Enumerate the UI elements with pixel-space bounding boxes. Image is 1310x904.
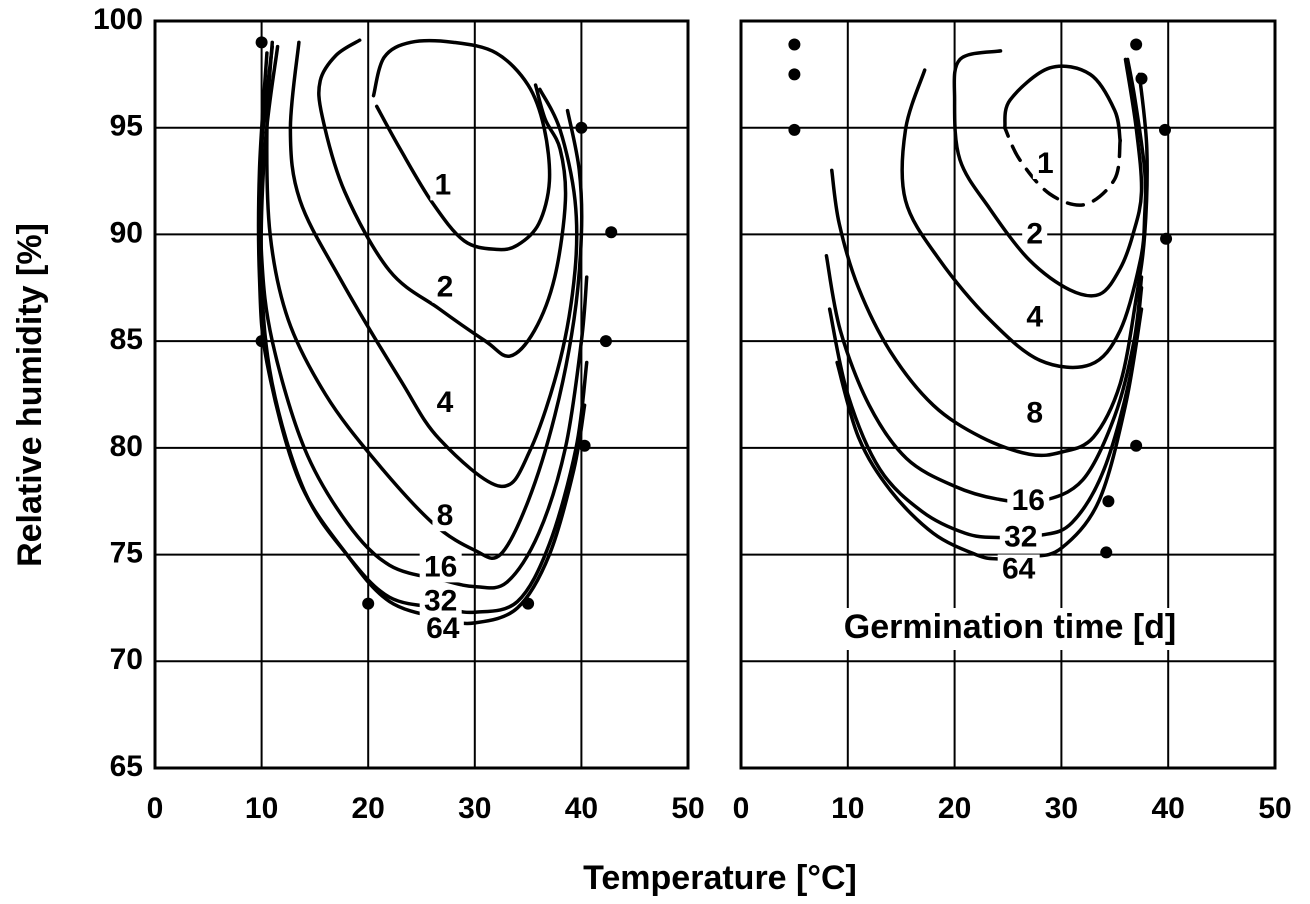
contour-line <box>317 38 568 359</box>
data-point <box>788 123 801 136</box>
plot-frame <box>153 19 690 770</box>
x-tick-label: 40 <box>1152 792 1185 825</box>
annotation-bg <box>810 608 1210 650</box>
contour-label-bg <box>432 501 458 532</box>
contour-label-bg <box>1022 302 1048 333</box>
data-point <box>1158 123 1171 136</box>
x-tick-label: 30 <box>1045 792 1078 825</box>
y-tick-label: 75 <box>110 536 143 569</box>
contour-line <box>259 44 589 615</box>
data-point <box>1130 38 1143 51</box>
contour-line <box>900 57 1148 370</box>
y-tick-label: 95 <box>110 110 143 143</box>
x-axis-label: Temperature [°C] <box>583 859 857 897</box>
data-point <box>605 226 618 239</box>
contour-label-bg <box>432 272 458 303</box>
data-point <box>788 38 801 51</box>
data-point <box>1102 495 1115 508</box>
contour-label: 1 <box>434 168 451 201</box>
contour-line <box>288 40 579 489</box>
contour-line <box>830 72 1149 458</box>
contour-label: 8 <box>1026 397 1043 430</box>
x-tick-label: 10 <box>245 792 278 825</box>
contour-line <box>827 286 1144 540</box>
plot-frame <box>739 19 1277 770</box>
contour-label-bg <box>430 170 456 201</box>
y-tick-label: 80 <box>110 430 143 463</box>
contour-label: 64 <box>1002 552 1036 585</box>
data-point <box>575 121 588 134</box>
contour-label: 32 <box>424 584 457 617</box>
contour-line <box>1003 64 1122 143</box>
x-tick-label: 50 <box>1258 792 1291 825</box>
contour-label-bg <box>419 586 462 617</box>
contour-line <box>371 38 552 252</box>
data-point <box>788 68 801 81</box>
contour-label: 8 <box>437 499 454 532</box>
x-tick-label: 50 <box>671 792 704 825</box>
contour-label-bg <box>1007 486 1050 517</box>
data-point <box>1100 546 1113 559</box>
x-tick-label: 30 <box>458 792 491 825</box>
contour-label: 4 <box>1026 301 1043 334</box>
contour-label: 32 <box>1004 520 1037 553</box>
y-tick-label: 85 <box>110 323 143 356</box>
contour-label-bg <box>419 552 462 583</box>
data-point <box>578 439 591 452</box>
annotation: Germination time [d] <box>844 608 1176 646</box>
data-point <box>599 335 612 348</box>
y-tick-label: 65 <box>110 750 143 783</box>
contour-label-bg <box>1032 148 1058 179</box>
y-axis-label: Relative humidity [%] <box>11 223 49 567</box>
x-tick-label: 0 <box>147 792 164 825</box>
contour-label: 16 <box>424 550 457 583</box>
contour-label-bg <box>1022 219 1048 250</box>
x-tick-label: 40 <box>565 792 598 825</box>
data-point <box>1135 72 1148 85</box>
contour-label: 2 <box>1026 217 1043 250</box>
contour-label-bg <box>432 388 458 419</box>
contour-line-dashed <box>1003 125 1122 207</box>
data-point <box>1130 439 1143 452</box>
contour-label: 64 <box>426 612 460 645</box>
y-tick-label: 100 <box>93 3 143 36</box>
contour-label: 2 <box>437 271 454 304</box>
x-tick-label: 0 <box>733 792 750 825</box>
contour-line <box>256 51 587 626</box>
data-point <box>1160 232 1173 245</box>
x-tick-label: 10 <box>831 792 864 825</box>
y-tick-label: 70 <box>110 643 143 676</box>
data-point <box>362 597 375 610</box>
data-point <box>255 36 268 49</box>
x-tick-label: 20 <box>352 792 385 825</box>
contour-label: 16 <box>1012 484 1045 517</box>
contour-label-bg <box>999 522 1042 553</box>
contour-label: 4 <box>437 386 454 419</box>
contour-line <box>265 40 584 560</box>
x-tick-label: 20 <box>938 792 971 825</box>
y-tick-label: 90 <box>110 216 143 249</box>
contour-label-bg <box>997 554 1040 585</box>
contour-label-bg <box>421 614 464 645</box>
contour-label: 1 <box>1037 147 1054 180</box>
data-point <box>255 335 268 348</box>
contour-line <box>952 49 1144 298</box>
data-point <box>522 597 535 610</box>
contour-line <box>824 254 1144 505</box>
contour-label-bg <box>1022 398 1048 429</box>
